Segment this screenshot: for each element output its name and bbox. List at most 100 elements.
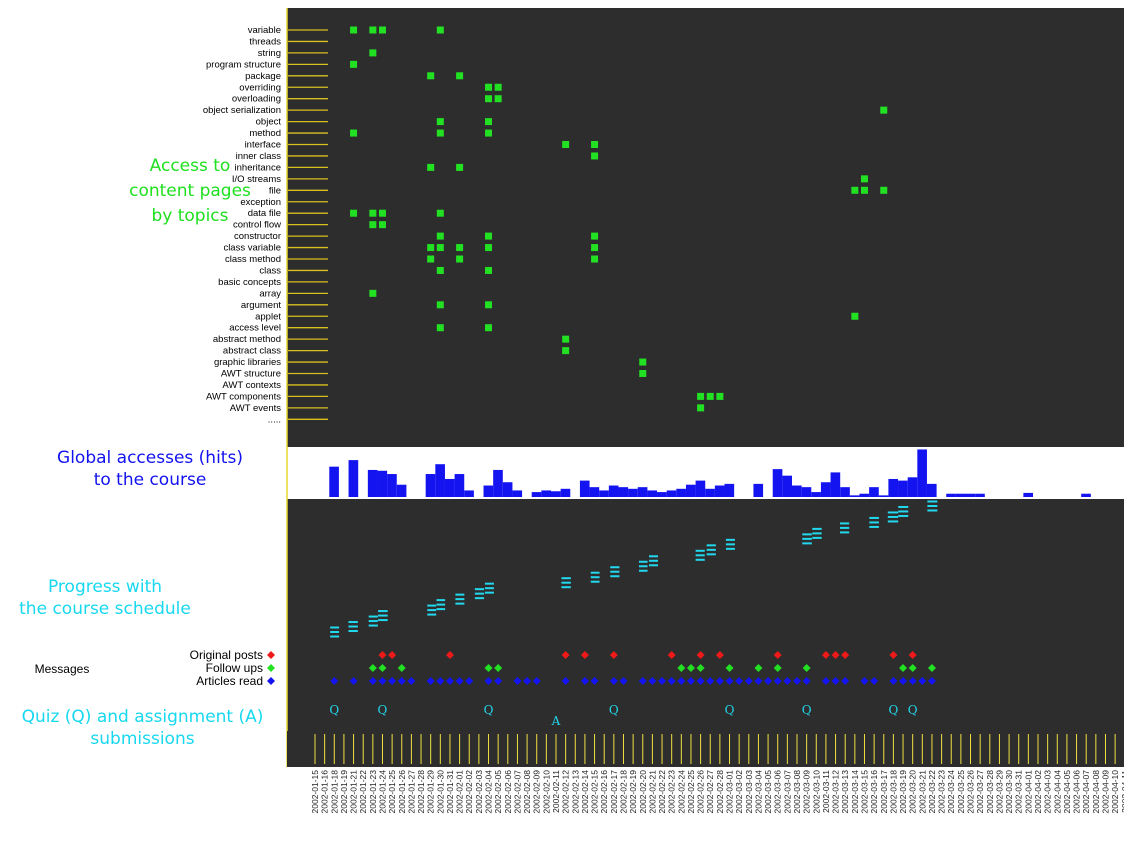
progress-mark: [330, 626, 340, 629]
progress-mark: [427, 613, 437, 616]
progress-mark: [887, 520, 899, 523]
progress-mark: [898, 510, 909, 513]
date-label: 2002-02-21: [647, 770, 657, 814]
date-label: 2002-02-23: [667, 770, 677, 814]
topic-label: string: [258, 48, 281, 59]
date-label: 2002-03-31: [1014, 770, 1024, 814]
hits-bar: [714, 485, 725, 497]
date-label: 2002-04-07: [1081, 770, 1091, 814]
progress-mark: [378, 614, 388, 617]
hits-bar: [377, 470, 388, 497]
topic-access-mark: [591, 232, 599, 240]
hits-bar: [551, 491, 561, 497]
progress-mark: [887, 511, 899, 514]
topic-label: .....: [268, 414, 281, 425]
progress-mark: [812, 527, 822, 530]
articles_read-marker: [436, 677, 445, 685]
topic-access-mark: [369, 49, 377, 57]
articles_read-marker: [870, 677, 879, 685]
date-label: 2002-01-22: [358, 770, 368, 814]
topic-access-mark: [860, 175, 868, 183]
progress-mark: [887, 515, 899, 518]
date-label: 2002-03-27: [975, 770, 985, 814]
progress-mark: [484, 582, 494, 585]
topic-access-mark: [591, 255, 599, 263]
topic-access-mark: [485, 118, 493, 126]
date-label: 2002-03-02: [734, 770, 744, 814]
topic-access-mark: [456, 72, 464, 80]
hits-bar: [647, 490, 658, 497]
hits-bar: [965, 493, 976, 497]
date-label: 2002-03-12: [831, 770, 841, 814]
progress-panel-label: Progress with the course schedule: [0, 576, 210, 620]
progress-mark: [649, 559, 658, 562]
progress-mark: [927, 505, 938, 507]
topic-access-mark: [436, 324, 444, 332]
date-label: 2002-02-25: [686, 770, 696, 814]
progress-mark: [898, 505, 909, 508]
topic-access-mark: [369, 26, 377, 34]
topic-label: threads: [249, 36, 281, 47]
hits-bar: [1023, 492, 1033, 497]
articles_read-marker: [889, 677, 898, 685]
date-label: 2002-02-05: [493, 770, 503, 814]
assignment-marker: A: [551, 714, 561, 728]
date-label: 2002-01-31: [445, 770, 455, 814]
progress-label-line-2: the course schedule: [19, 599, 191, 619]
articles_read-marker: [783, 677, 792, 685]
hits-bar: [666, 490, 677, 497]
progress-mark: [638, 565, 648, 568]
original_posts-marker: [445, 651, 454, 659]
hits-bar: [830, 472, 841, 497]
date-label: 2002-02-20: [638, 770, 648, 814]
date-label: 2002-03-18: [888, 770, 898, 814]
progress-mark: [378, 619, 388, 622]
original_posts-legend-label: Original posts: [190, 648, 263, 662]
topic-label: AWT events: [230, 403, 281, 414]
date-label: 2002-01-18: [329, 770, 339, 814]
original_posts-legend-marker: [267, 651, 275, 659]
original_posts-marker: [388, 651, 397, 659]
date-label: 2002-03-07: [782, 770, 792, 814]
topics-label-line-3: by topics: [151, 206, 229, 226]
progress-mark: [348, 621, 358, 624]
topics-label-line-1: Access to: [149, 156, 231, 176]
progress-mark: [725, 547, 735, 550]
articles_read-marker: [754, 677, 763, 685]
date-label: 2002-03-26: [966, 770, 976, 814]
date-label: 2002-03-06: [773, 770, 783, 814]
original_posts-marker: [908, 651, 917, 659]
quiz-marker: Q: [484, 703, 494, 717]
progress-mark: [706, 553, 716, 556]
progress-mark: [474, 588, 485, 591]
topic-access-mark: [485, 244, 493, 252]
date-label: 2002-01-15: [310, 770, 320, 814]
topic-access-mark: [880, 186, 888, 194]
topic-access-mark: [485, 266, 493, 274]
topic-access-mark: [456, 163, 464, 171]
progress-mark: [474, 597, 485, 600]
date-label: 2002-01-28: [416, 770, 426, 814]
hits-bar: [898, 480, 908, 497]
topics-panel: [287, 8, 1124, 447]
date-label: 2002-03-14: [850, 770, 860, 814]
date-label: 2002-01-27: [406, 770, 416, 814]
date-label: 2002-02-10: [541, 770, 551, 814]
articles_read-marker: [696, 677, 705, 685]
date-label: 2002-03-19: [898, 770, 908, 814]
progress-mark: [455, 598, 465, 601]
articles_read-marker: [821, 677, 830, 685]
progress-mark: [840, 526, 850, 529]
date-label: 2002-02-22: [657, 770, 667, 814]
topic-label: overloading: [232, 94, 281, 105]
articles_read-marker: [523, 677, 532, 685]
follow_ups-marker: [368, 664, 377, 672]
topic-label: basic concepts: [218, 277, 281, 288]
topic-access-mark: [562, 335, 570, 343]
follow_ups-marker: [484, 664, 493, 672]
date-label: 2002-01-25: [387, 770, 397, 814]
topic-label: I/O streams: [232, 174, 281, 185]
progress-mark: [649, 564, 658, 567]
date-label: 2002-03-01: [725, 770, 735, 814]
date-label: 2002-01-23: [368, 770, 378, 814]
